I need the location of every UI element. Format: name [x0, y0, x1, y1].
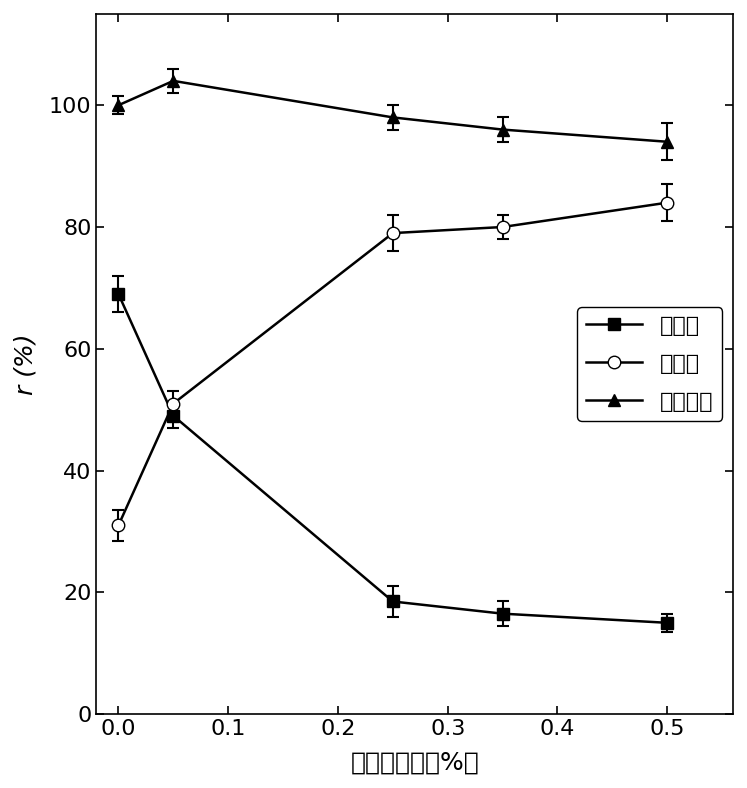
- X-axis label: 黄原胶浓度（%）: 黄原胶浓度（%）: [350, 750, 479, 774]
- Legend: 贴壁率, 悬浮率, 总生长率: 贴壁率, 悬浮率, 总生长率: [577, 307, 722, 421]
- Y-axis label: r (%): r (%): [14, 333, 38, 395]
